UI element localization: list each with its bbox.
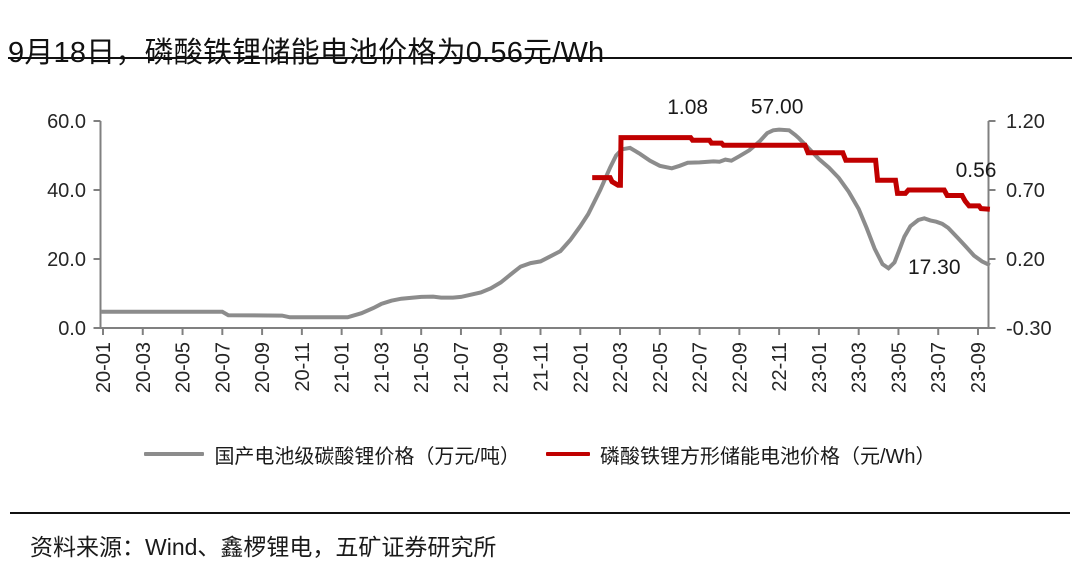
- x-axis-tick-label: 21-03: [371, 342, 393, 393]
- x-axis-tick-label: 20-09: [252, 342, 274, 393]
- x-axis-tick-label: 21-09: [491, 342, 513, 393]
- red-line-swatch: [546, 452, 590, 456]
- gray-line-swatch: [144, 452, 205, 456]
- data-label: 1.08: [667, 96, 708, 119]
- x-axis-tick-label: 20-03: [133, 342, 155, 393]
- chart-legend: 国产电池级碳酸锂价格（万元/吨） 磷酸铁锂方形储能电池价格（元/Wh）: [0, 439, 1080, 469]
- x-axis-tick-label: 22-01: [570, 342, 592, 393]
- x-axis-tick-label: 22-11: [769, 342, 791, 392]
- legend-item-lithium-carbonate: 国产电池级碳酸锂价格（万元/吨）: [144, 440, 520, 469]
- legend-item-lfp-battery: 磷酸铁锂方形储能电池价格（元/Wh）: [546, 440, 936, 469]
- x-axis-tick-label: 23-07: [928, 342, 950, 393]
- data-label: 17.30: [908, 256, 961, 279]
- left-axis-tick-label: 20.0: [47, 249, 86, 271]
- legend-label-lithium-carbonate: 国产电池级碳酸锂价格（万元/吨）: [214, 445, 520, 468]
- price-chart: 60.0 40.0 20.0 0.0 1.20 0.70 0.20 -0.30 20-01 20-…: [47, 96, 1052, 394]
- axes: 60.0 40.0 20.0 0.0 1.20 0.70 0.20 -0.30 20-01 20-…: [47, 111, 1052, 393]
- data-label: 57.00: [751, 96, 804, 119]
- x-axis-tick-label: 22-03: [610, 342, 632, 393]
- x-axis-tick-label: 21-01: [332, 342, 354, 393]
- lithium-carbonate-price-line: [101, 127, 991, 320]
- x-axis-tick-label: 21-05: [411, 342, 433, 393]
- source-divider: [10, 512, 1070, 514]
- x-axis-tick-label: 20-11: [292, 342, 314, 392]
- left-axis-tick-label: 40.0: [47, 180, 86, 202]
- right-axis-tick-label: 0.20: [1006, 249, 1045, 271]
- lfp-battery-price-line: [592, 135, 991, 212]
- x-axis-tick-label: 21-11: [531, 342, 553, 392]
- x-axis-tick-label: 20-07: [212, 342, 234, 393]
- left-axis-tick-label: 60.0: [47, 111, 86, 133]
- annotations: 1.08 57.00 0.56 17.30: [667, 96, 996, 279]
- x-axis-tick-label: 22-07: [690, 342, 712, 393]
- x-axis-tick-label: 21-07: [451, 342, 473, 393]
- page-title: 9月18日，磷酸铁锂储能电池价格为0.56元/Wh: [8, 37, 605, 70]
- right-axis-tick-label: -0.30: [1006, 318, 1052, 340]
- right-axis-tick-label: 0.70: [1006, 180, 1045, 202]
- left-axis-tick-label: 0.0: [58, 318, 86, 340]
- x-axis-tick-label: 22-09: [729, 342, 751, 393]
- data-label: 0.56: [956, 159, 997, 182]
- legend-label-lfp-battery: 磷酸铁锂方形储能电池价格（元/Wh）: [600, 445, 936, 468]
- x-axis-tick-label: 23-01: [809, 342, 831, 393]
- x-axis-tick-label: 20-01: [93, 342, 115, 393]
- x-axis-tick-label: 23-09: [968, 342, 990, 393]
- price-chart-area: 60.0 40.0 20.0 0.0 1.20 0.70 0.20 -0.30 20-01 20-…: [47, 96, 1052, 394]
- x-axis-tick-label: 23-05: [888, 342, 910, 393]
- x-axis-tick-label: 23-03: [849, 342, 871, 393]
- title-divider: [8, 57, 1072, 59]
- x-axis-tick-label: 20-05: [173, 342, 195, 393]
- source-text: 资料来源：Wind、鑫椤锂电，五矿证券研究所: [30, 534, 497, 560]
- x-axis-tick-label: 22-05: [650, 342, 672, 393]
- right-axis-tick-label: 1.20: [1006, 111, 1045, 133]
